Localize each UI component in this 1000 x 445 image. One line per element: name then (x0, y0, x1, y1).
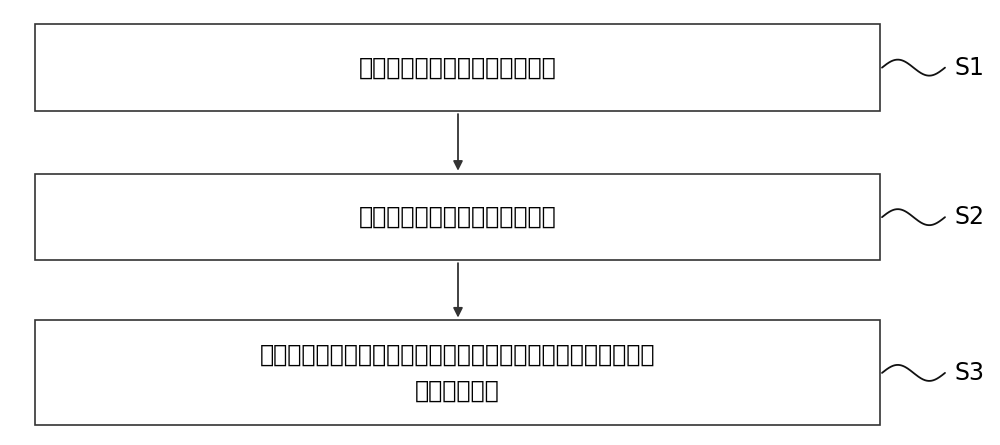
Bar (35, 320, 880, 425)
Text: S1: S1 (955, 56, 985, 80)
Text: 根据响应信号数量和设定的缸数数量比较，控制正常操作或触发
限制启动故障: 根据响应信号数量和设定的缸数数量比较，控制正常操作或触发 限制启动故障 (260, 343, 655, 402)
Text: S3: S3 (955, 361, 985, 385)
Text: 发送测试脉冲信号给各缸喷油器: 发送测试脉冲信号给各缸喷油器 (359, 56, 556, 80)
Text: S2: S2 (955, 205, 985, 229)
Text: 获取各缸喷油器返回的响应信号: 获取各缸喷油器返回的响应信号 (359, 205, 556, 229)
Bar (35, 174, 880, 260)
Bar (35, 24, 880, 111)
